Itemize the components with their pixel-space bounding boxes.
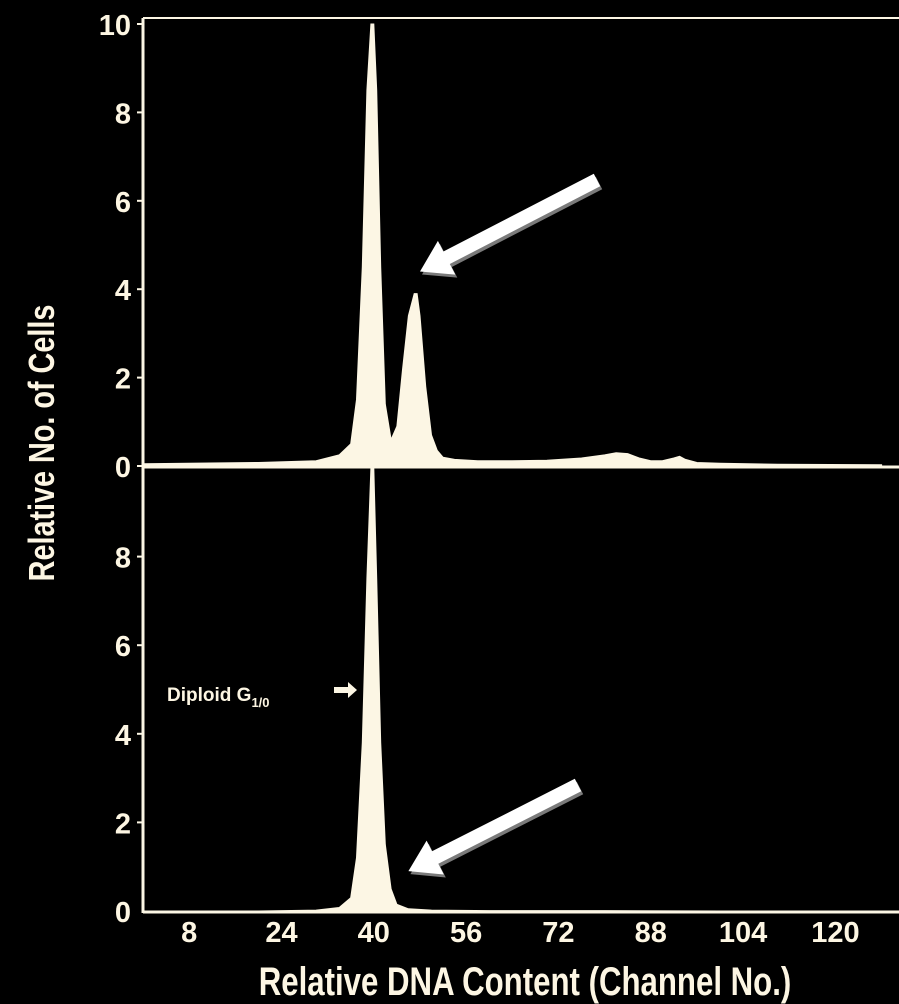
x-tick-label: 72 <box>542 917 574 949</box>
x-tick-label: 104 <box>719 917 767 949</box>
y-tick-label: 8 <box>115 98 131 130</box>
y-axis-title: Relative No. of Cells <box>21 305 62 582</box>
y-tick-label: 4 <box>115 275 131 307</box>
y-tick-labels: 0 2 4 6 8 10 2 4 6 8 0 <box>99 10 143 929</box>
arrow-body <box>420 173 601 275</box>
diploid-g1-label: Diploid G1/0 <box>167 685 270 710</box>
y-tick-label: 0 <box>115 897 131 929</box>
x-tick-label: 40 <box>358 917 390 949</box>
x-tick-labels: 8 24 40 56 72 88 104 120 <box>181 917 860 949</box>
y-tick-label: 2 <box>115 364 131 396</box>
top-histogram-area <box>142 23 883 467</box>
bottom-arrow-icon <box>408 778 584 878</box>
y-tick-label: 0 <box>115 452 131 484</box>
diploid-label-subscript: 1/0 <box>251 695 269 710</box>
arrow-body <box>408 778 582 875</box>
y-tick-label: 10 <box>99 10 131 42</box>
annotations: Diploid G1/0 <box>167 173 603 878</box>
top-arrow-icon <box>420 173 603 278</box>
x-tick-label: 24 <box>265 917 297 949</box>
diploid-arrow-icon <box>334 682 357 698</box>
top-histogram-panel <box>142 23 883 467</box>
x-tick-label: 120 <box>811 917 859 949</box>
x-tick-label: 88 <box>635 917 667 949</box>
x-axis-title: Relative DNA Content (Channel No.) <box>259 959 792 1004</box>
y-tick-label: 6 <box>115 631 131 663</box>
y-tick-label: 8 <box>115 543 131 575</box>
y-tick-label: 6 <box>115 187 131 219</box>
x-tick-label: 56 <box>450 917 482 949</box>
diploid-label-main: Diploid G <box>167 685 251 706</box>
y-tick-label: 2 <box>115 808 131 840</box>
x-tick-label: 8 <box>181 917 197 949</box>
y-tick-label: 4 <box>115 720 131 752</box>
